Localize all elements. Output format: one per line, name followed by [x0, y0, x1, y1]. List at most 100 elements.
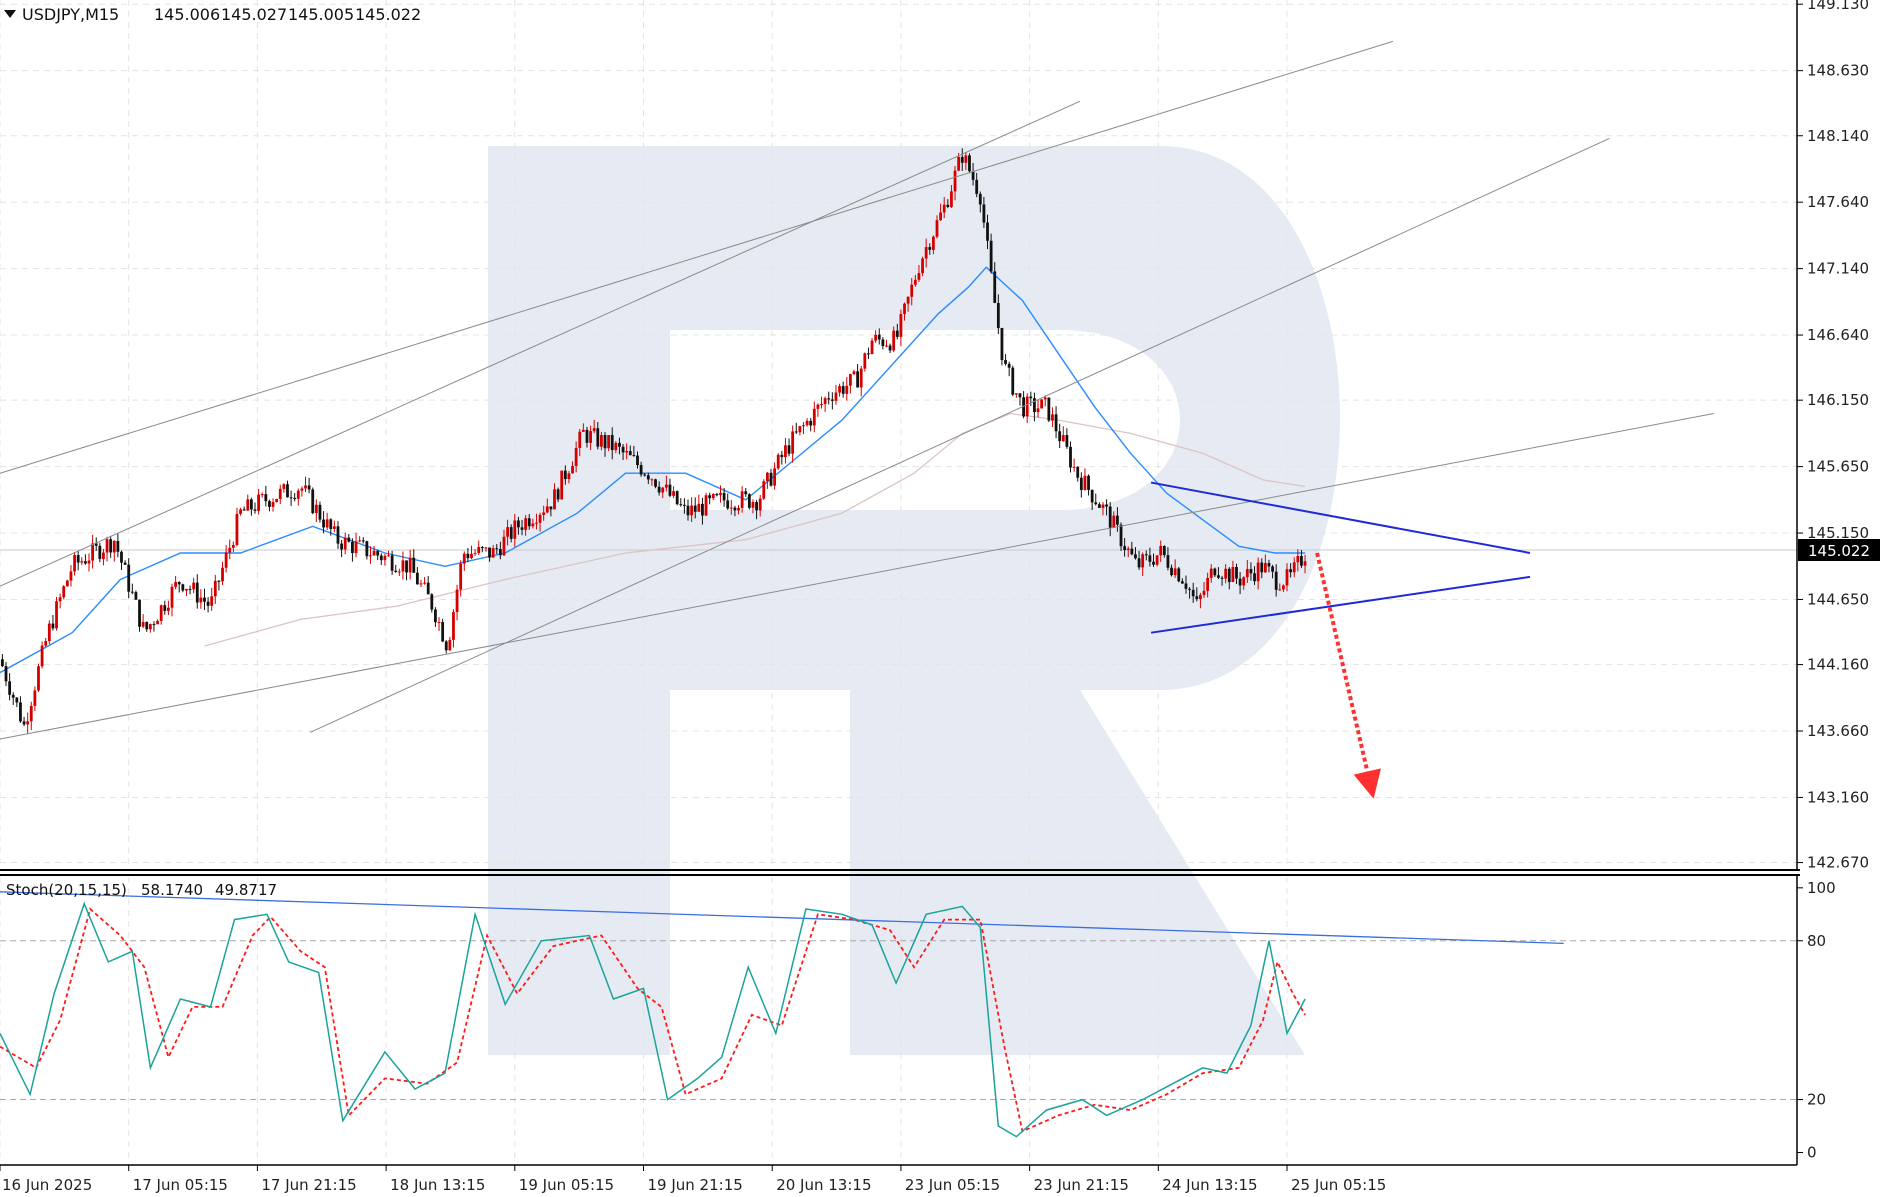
candle-body — [83, 561, 87, 564]
candle-body — [1206, 577, 1210, 591]
candle-body — [1069, 446, 1072, 468]
candle-body — [856, 371, 860, 388]
candle-body — [351, 541, 354, 554]
candle-body — [1303, 561, 1307, 566]
candle-body — [271, 502, 275, 507]
candle-body — [87, 560, 91, 564]
candle-body — [228, 547, 232, 553]
candle-body — [213, 580, 217, 597]
candle-body — [19, 702, 22, 722]
candle-body — [621, 446, 625, 453]
candle-body — [1209, 568, 1213, 578]
candle-body — [1260, 562, 1264, 573]
candle-body — [646, 475, 650, 480]
candle-body — [73, 555, 76, 572]
candle-body — [1173, 568, 1177, 576]
candle-body — [737, 507, 740, 511]
channel-line — [310, 137, 1610, 733]
price-tick-label: 143.660 — [1807, 722, 1869, 740]
candle-body — [1004, 360, 1007, 364]
candle-body — [224, 552, 228, 568]
price-tick-label: 144.160 — [1807, 656, 1869, 674]
candle-body — [747, 494, 751, 508]
candle-body — [509, 527, 513, 539]
candle-body — [1188, 588, 1191, 590]
time-tick-label: 17 Jun 21:15 — [261, 1176, 356, 1194]
candle-body — [329, 519, 333, 530]
time-tick-label: 19 Jun 21:15 — [648, 1176, 743, 1194]
candle-body — [365, 541, 369, 557]
dropdown-triangle-icon[interactable] — [4, 10, 16, 18]
candle-body — [636, 455, 639, 466]
candle-body — [517, 520, 520, 528]
candle-body — [704, 495, 708, 516]
candle-body — [610, 434, 614, 451]
candle-body — [888, 345, 892, 351]
candle-body — [242, 509, 246, 511]
candle-body — [1137, 558, 1141, 568]
candle-body — [531, 523, 535, 527]
candle-body — [805, 420, 809, 426]
candle-body — [892, 330, 896, 351]
candle-body — [1126, 548, 1130, 551]
candle-body — [358, 540, 362, 542]
candle-body — [185, 589, 188, 591]
symbol-label[interactable]: USDJPY,M15 — [22, 5, 119, 24]
channel-line — [0, 40, 1394, 474]
candle-body — [1180, 581, 1184, 584]
candle-body — [1217, 575, 1220, 578]
candle-body — [1162, 545, 1166, 556]
candle-body — [116, 540, 120, 552]
candle-body — [978, 193, 982, 205]
candle-body — [408, 557, 412, 573]
candle-body — [1282, 585, 1285, 590]
candle-body — [935, 220, 939, 237]
channel-line — [0, 100, 1081, 587]
candle-body — [776, 454, 780, 469]
current-price-label: 145.022 — [1808, 542, 1870, 560]
candle-body — [708, 495, 712, 499]
candle-body — [726, 500, 730, 509]
candle-body — [372, 550, 376, 556]
candle-body — [867, 353, 870, 355]
candle-body — [1025, 396, 1029, 417]
candle-body — [1227, 568, 1231, 583]
indicator-name[interactable]: Stoch(20,15,15) — [6, 881, 127, 899]
candle-body — [311, 489, 315, 514]
indicator-tick-label: 80 — [1807, 932, 1826, 950]
candle-body — [98, 545, 102, 559]
candle-body — [1267, 563, 1271, 567]
candle-body — [1292, 562, 1296, 573]
candle-body — [690, 505, 694, 516]
candle-body — [477, 547, 481, 554]
candle-body — [899, 314, 903, 337]
candle-body — [1097, 504, 1101, 508]
candle-body — [491, 548, 495, 558]
candle-body — [1051, 414, 1054, 421]
candle-body — [401, 560, 405, 572]
candle-body — [520, 527, 524, 530]
candle-body — [986, 222, 989, 241]
stochastic-trend-line — [0, 891, 1564, 945]
candle-body — [347, 537, 351, 542]
candle-body — [744, 491, 748, 495]
candle-body — [138, 599, 141, 627]
candle-body — [993, 271, 997, 303]
candle-body — [394, 570, 398, 572]
channel-line — [0, 412, 1715, 740]
candle-body — [1116, 515, 1119, 525]
candle-body — [845, 385, 849, 394]
candle-body — [1061, 435, 1065, 442]
candle-body — [1249, 569, 1253, 574]
candle-body — [614, 442, 618, 451]
candle-body — [76, 555, 80, 563]
forecast-arrow-shaft — [1315, 552, 1370, 772]
candle-body — [762, 481, 766, 499]
candle-body — [1202, 590, 1206, 595]
candle-body — [545, 506, 549, 513]
candle-body — [65, 580, 69, 587]
price-tick-label: 148.630 — [1807, 62, 1869, 80]
candle-body — [379, 555, 383, 561]
candle-body — [607, 434, 611, 449]
time-tick-label: 16 Jun 2025 — [2, 1176, 92, 1194]
